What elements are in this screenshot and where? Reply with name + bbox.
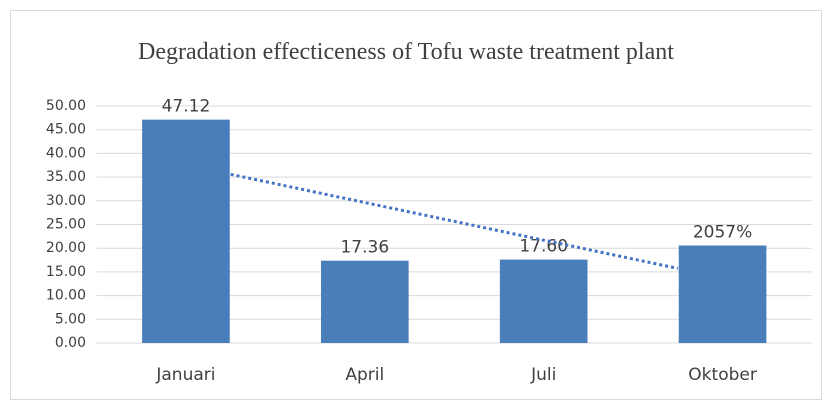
y-tick-label: 10.00 — [46, 288, 86, 304]
bar — [142, 119, 230, 343]
bar — [499, 259, 588, 343]
y-tick-label: 35.00 — [46, 169, 86, 185]
x-tick-label: April — [345, 365, 384, 385]
data-label: 47.12 — [162, 97, 211, 117]
trendline — [230, 172, 679, 270]
chart-frame — [10, 10, 822, 400]
bar — [678, 245, 767, 343]
x-tick-label: Januari — [155, 365, 215, 385]
y-tick-label: 25.00 — [46, 217, 86, 233]
y-tick-label: 40.00 — [46, 145, 86, 161]
y-tick-label: 15.00 — [46, 264, 86, 280]
x-tick-label: Oktober — [688, 365, 757, 385]
y-tick-label: 30.00 — [46, 193, 86, 209]
y-tick-label: 20.00 — [46, 240, 86, 256]
bar — [320, 260, 409, 343]
y-tick-label: 5.00 — [55, 311, 86, 327]
chart-title: Degradation effecticeness of Tofu waste … — [138, 39, 674, 65]
y-tick-label: 50.00 — [46, 98, 86, 114]
x-tick-label: Juli — [530, 365, 556, 385]
y-tick-label: 0.00 — [55, 335, 86, 351]
data-label: 2057% — [693, 222, 752, 242]
y-tick-label: 45.00 — [46, 122, 86, 138]
data-label: 17.36 — [340, 238, 389, 258]
